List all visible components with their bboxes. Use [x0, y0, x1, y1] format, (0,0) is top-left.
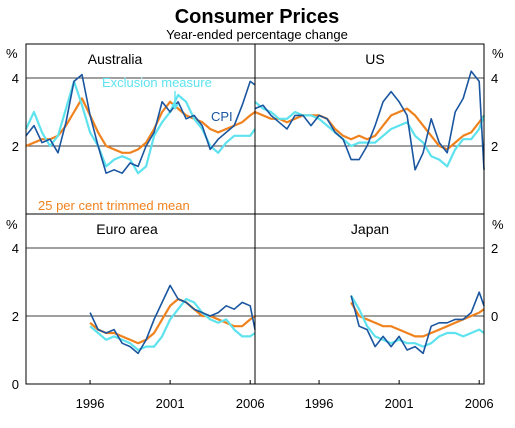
panel-title: Japan	[351, 221, 389, 237]
x-tick-label: 2006	[465, 396, 494, 411]
series-line-exclusion	[25, 80, 256, 175]
panel-euro-area: 0 2 4 1996 2001 2006 Euro area	[12, 221, 265, 411]
chart-panels: 2 4 Australia Exclusion measure CPI 25 per ce…	[12, 51, 498, 411]
x-tick-label: 1996	[76, 396, 105, 411]
series-line-cpi	[89, 284, 256, 355]
panel-japan: 0 2 1996 2001 2006 Japan	[255, 221, 498, 411]
y-tick-label: 4	[12, 71, 19, 86]
unit-label-right-top: %	[492, 46, 504, 61]
series-line-cpi	[350, 291, 485, 355]
unit-label-left-top: %	[6, 46, 18, 61]
y-tick-label: 2	[491, 241, 498, 256]
x-tick-label: 1996	[305, 396, 334, 411]
y-tick-label: 2	[12, 309, 19, 324]
series-line-exclusion	[350, 295, 485, 348]
y-tick-label: 0	[12, 377, 19, 392]
chart-subtitle: Year-ended percentage change	[166, 27, 348, 42]
series-line-exclusion	[254, 100, 486, 168]
x-tick-label: 2006	[236, 396, 265, 411]
unit-label-left-bottom: %	[6, 217, 18, 232]
series-annotation: 25 per cent trimmed mean	[38, 198, 190, 213]
series-annotation: Exclusion measure	[102, 75, 212, 90]
y-tick-label: 2	[491, 139, 498, 154]
series-line-cpi	[25, 73, 256, 174]
y-tick-label: 4	[12, 241, 19, 256]
panel-us: 2 4 US	[254, 51, 498, 171]
y-tick-label: 4	[491, 71, 498, 86]
panel-title: US	[365, 51, 384, 67]
panel-title: Australia	[88, 51, 143, 67]
y-tick-label: 0	[491, 309, 498, 324]
unit-label-right-bottom: %	[492, 217, 504, 232]
series-line-exclusion	[89, 297, 256, 352]
y-tick-label: 2	[12, 139, 19, 154]
series-annotation: CPI	[211, 109, 233, 124]
chart-title: Consumer Prices	[175, 6, 340, 28]
panel-title: Euro area	[96, 221, 158, 237]
annotation-arrow-head	[171, 104, 179, 110]
x-tick-label: 2001	[385, 396, 414, 411]
x-tick-label: 2001	[156, 396, 185, 411]
series-line-cpi	[254, 70, 485, 171]
panel-australia: 2 4 Australia Exclusion measure CPI 25 per ce…	[12, 51, 256, 213]
